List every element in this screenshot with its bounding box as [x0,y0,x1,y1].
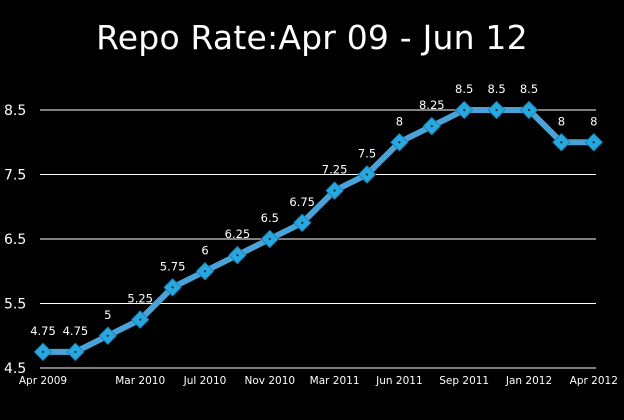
series-group [40,107,597,355]
y-tick-label: 5.5 [4,297,26,313]
data-label: 7.5 [358,147,376,161]
x-tick-label: Mar 2011 [310,375,360,387]
data-point-center [41,350,45,354]
data-point-center [559,140,563,144]
data-point-center [365,173,369,176]
y-tick-label: 6.5 [4,232,26,248]
data-label: 5 [104,308,111,322]
data-label: 8.5 [455,82,473,96]
data-label: 7.25 [322,163,348,177]
data-point-center [171,285,175,289]
x-tick-label: Apr 2009 [19,375,67,387]
x-tick-label: Sep 2011 [439,375,489,387]
y-tick-label: 8.5 [4,103,26,119]
data-label: 6.5 [261,211,279,225]
data-label: 4.75 [63,324,89,338]
data-label: 6.75 [289,195,315,209]
data-point-center [203,269,207,273]
data-point-center [462,108,466,112]
x-tick-label: Jan 2012 [505,375,552,387]
data-point-center [592,140,596,144]
x-tick-label: Jul 2010 [183,375,227,387]
x-axis-ticks: Apr 2009 Mar 2010 Jul 2010 Nov 2010 Mar 2011… [19,375,618,387]
chart-title: Repo Rate:Apr 09 - Jun 12 [96,18,528,57]
data-label: 6.25 [225,227,251,241]
data-label: 8.5 [487,82,505,96]
data-point-center [106,334,110,338]
data-point-center [527,108,531,112]
x-tick-label: Jun 2011 [375,375,422,387]
data-point-center [430,124,434,128]
data-label: 5.75 [160,259,186,273]
data-label: 8.25 [419,98,445,112]
data-point-center [300,221,304,225]
x-tick-label: Apr 2012 [570,375,618,387]
series-line [40,107,597,355]
markers-group [33,100,603,362]
data-point-center [333,189,337,193]
data-point-center [397,140,401,144]
data-point-center [268,237,272,241]
y-axis-ticks: 4.5 5.5 6.5 7.5 8.5 [4,103,26,377]
data-label: 8 [590,114,597,128]
data-point-center [138,318,142,322]
x-tick-label: Mar 2010 [115,375,165,387]
data-label: 8.5 [520,82,538,96]
gridlines [40,109,596,369]
data-point-center [73,350,77,354]
data-label: 4.75 [30,324,56,338]
data-point-center [495,108,499,112]
data-label: 5.25 [127,292,153,306]
data-label: 6 [201,243,208,257]
x-tick-label: Nov 2010 [245,375,296,387]
y-tick-label: 4.5 [4,361,26,377]
y-tick-label: 7.5 [4,168,26,184]
data-point-center [235,253,239,257]
data-label: 8 [558,114,565,128]
data-label: 8 [396,114,403,128]
data-labels-group: 4.75 4.75 5 5.25 5.75 6 6.25 6.5 6.75 7.25 7.5 8 8.2… [30,82,597,338]
